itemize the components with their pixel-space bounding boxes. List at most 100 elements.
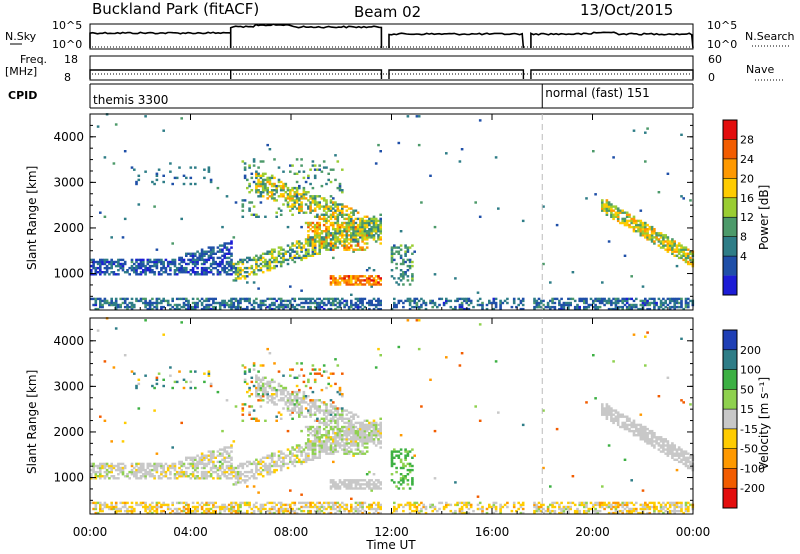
power-cell [359,246,362,249]
velocity-cell [377,429,380,433]
velocity-cell [316,372,319,375]
velocity-cell [458,507,462,511]
velocity-cell [268,454,272,457]
velocity-cell [307,425,310,429]
power-cell [612,209,615,212]
power-cell [377,230,380,233]
power-cell [659,299,663,303]
power-cell [282,248,285,251]
power-cell [320,184,324,188]
velocity-cell [583,509,586,513]
power-cell [169,269,172,272]
power-cell [212,252,215,255]
velocity-cell [499,507,502,511]
velocity-cell [264,419,267,422]
velocity-cell [223,460,226,464]
power-cell [117,264,120,268]
power-cell [404,273,407,276]
velocity-cell [327,436,330,439]
power-cell [363,242,367,245]
velocity-cell [338,436,342,439]
velocity-cell [320,409,324,412]
power-cell [365,232,369,235]
velocity-cell [105,468,109,472]
power-cell [157,273,161,276]
power-cell [198,256,202,260]
power-cell [298,199,301,202]
velocity-cell [252,364,256,367]
power-cell [322,223,326,227]
power-cell [259,191,263,194]
velocity-cell [336,419,340,422]
velocity-cell [399,458,403,461]
velocity-cell [144,509,147,513]
power-cell [368,281,371,284]
velocity-cell [160,503,163,507]
power-cell [259,174,263,177]
power-heatmap [90,113,695,311]
power-cell [454,299,457,303]
power-cell [628,223,631,227]
power-cell [332,223,335,227]
velocity-cell [302,397,306,400]
velocity-cell [182,507,186,511]
velocity-cell [259,405,263,408]
power-cell [105,258,109,262]
power-cell [345,234,349,237]
velocity-cell [121,468,125,472]
velocity-cell [162,501,165,505]
velocity-cell [250,376,254,379]
power-cell [291,186,294,190]
velocity-cell [112,475,116,478]
velocity-cell [411,483,414,486]
power-cell [316,234,319,237]
velocity-cell [162,503,165,507]
velocity-cell [282,452,285,455]
power-cell [628,219,631,223]
velocity-cell [356,415,360,418]
velocity-cell [279,399,283,402]
power-cell [234,279,238,282]
velocity-cell [350,415,353,418]
velocity-cell [261,505,265,509]
velocity-cell [121,470,125,474]
power-cell [379,225,382,229]
power-cell [257,305,260,309]
power-cell [356,217,360,221]
velocity-cell [460,501,464,505]
power-cell [318,250,321,253]
velocity-cell [108,464,111,468]
power-cell [123,305,127,309]
power-cell [343,275,346,278]
velocity-cell [304,401,308,404]
power-cell [289,189,292,192]
power-cell [259,301,263,305]
velocity-cell [225,450,229,453]
velocity-cell [205,477,208,480]
power-cell [467,297,471,301]
velocity-cell [325,407,328,410]
velocity-cell [259,458,263,461]
velocity-cell [218,511,222,515]
velocity-cell [365,485,369,488]
velocity-cell [257,395,260,398]
power-cell [659,232,663,235]
power-cell [241,215,245,218]
power-cell [677,252,681,255]
power-cell [255,191,258,194]
velocity-cell [166,466,170,470]
velocity-cell [365,440,369,443]
velocity-cell [350,450,353,453]
velocity-cell [137,503,141,507]
power-cell [200,297,204,301]
power-cell [374,279,378,282]
velocity-cell [155,468,159,472]
power-cell [155,305,159,309]
velocity-cell [307,403,310,406]
power-cell [612,217,615,221]
power-cell [268,264,272,268]
power-cell [232,279,236,282]
power-cell [354,240,358,243]
power-cell [623,303,627,307]
